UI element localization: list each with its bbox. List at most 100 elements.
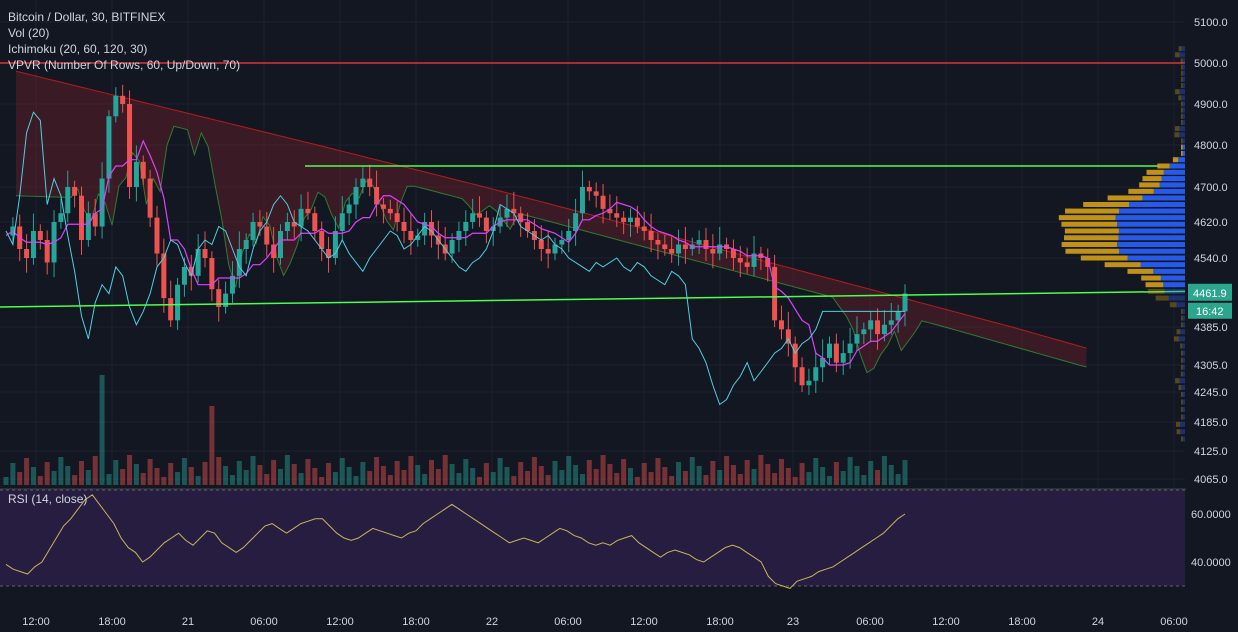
vpvr-up-8 [1179,378,1185,384]
time-tick-10: 23 [787,616,799,628]
price-tick-2: 4900.0 [1194,99,1228,111]
vpvr-up-19 [1176,302,1185,308]
legend-symbol[interactable]: Bitcoin / Dollar, 30, BITFINEX [8,10,166,24]
candle-body-89 [614,213,620,218]
vpvr-up-42 [1182,150,1185,156]
volume-bar-57 [394,461,400,485]
vpvr-down-15 [1176,329,1181,335]
vpvr-up-25 [1140,262,1185,268]
candle-body-103 [710,249,716,254]
volume-bar-59 [408,456,414,485]
candle-body-86 [593,191,599,196]
volume-bar-81 [559,470,565,485]
volume-bar-36 [250,456,256,485]
vpvr-up-6 [1182,392,1185,397]
vpvr-up-0 [1182,436,1185,442]
volume-bar-30 [209,406,215,485]
candle-body-111 [765,258,771,267]
volume-bar-23 [161,477,167,485]
vpvr-up-22 [1163,282,1185,288]
drawn-lines[interactable] [0,62,1186,406]
volume-bar-0 [3,477,9,485]
vpvr-down-12 [1181,350,1183,356]
vpvr-up-15 [1180,329,1185,335]
vpvr-down-3 [1181,414,1183,420]
vpvr-down-7 [1178,385,1182,390]
legend-ichimoku[interactable]: Ichimoku (20, 60, 120, 30) [8,42,148,56]
volume-bar-5 [37,476,43,485]
legend-vpvr[interactable]: VPVR (Number Of Rows, 60, Up/Down, 70) [8,58,241,72]
candle-body-95 [655,240,661,245]
vpvr-up-7 [1181,385,1185,390]
volume-bar-27 [188,467,194,485]
chart-legend: Bitcoin / Dollar, 30, BITFINEX Vol (20) … [8,9,240,73]
volume-bar-130 [895,474,901,485]
vpvr-down-20 [1155,295,1169,301]
vpvr-down-10 [1181,364,1183,370]
rsi-tick-0: 60.0000 [1191,509,1231,521]
volume-bar-83 [573,465,579,485]
candle-body-127 [875,320,881,335]
vpvr-up-30 [1118,228,1185,234]
price-tick-0: 5100.0 [1194,17,1228,29]
volume-bar-62 [428,460,434,485]
rsi-label[interactable]: RSI (14, close) [8,492,88,506]
candle-body-15 [106,116,112,179]
volume-bar-102 [703,475,709,485]
candle-body-97 [669,249,675,254]
candle-body-124 [854,334,860,344]
candle-body-121 [833,343,839,363]
rsi-tick-1: 40.0000 [1191,557,1231,569]
volume-bars [3,375,908,485]
volume-bar-10 [72,475,78,485]
vpvr-down-52 [1175,89,1180,95]
candle-body-57 [394,213,400,222]
vpvr-up-40 [1169,163,1185,169]
volume-bar-41 [284,455,290,485]
vpvr-up-35 [1142,195,1185,201]
volume-bar-28 [195,476,201,485]
candle-body-8 [58,213,64,222]
vpvr-down-17 [1181,315,1183,321]
volume-bar-11 [78,461,84,485]
candle-body-102 [703,240,709,249]
candle-body-61 [422,222,428,236]
vpvr-down-11 [1181,357,1183,363]
volume-bar-45 [312,468,318,485]
vpvr-up-14 [1178,336,1185,342]
volume-bar-111 [765,464,771,485]
vpvr-down-14 [1173,336,1179,342]
candle-body-126 [868,320,874,330]
candle-body-50 [346,204,352,214]
volume-bar-79 [545,475,551,485]
price-tick-8: 4305.0 [1194,360,1228,372]
candle-body-47 [326,249,332,258]
volume-bar-106 [730,465,736,485]
candle-body-24 [168,298,174,321]
time-tick-2: 21 [182,616,194,628]
volume-bar-7 [51,471,57,485]
vpvr-down-18 [1181,308,1183,314]
volume-bar-3 [24,458,30,485]
vpvr-down-58 [1175,52,1180,58]
candle-body-96 [662,244,668,249]
volume-bar-115 [792,477,798,485]
price-tick-12: 4065.0 [1194,474,1228,486]
vpvr-down-16 [1181,322,1183,328]
vpvr-down-55 [1181,70,1183,76]
legend-volume[interactable]: Vol (20) [8,26,50,40]
candle-body-115 [792,343,798,368]
candle-body-49 [339,213,345,231]
vpvr-up-48 [1182,113,1185,119]
candle-body-12 [85,213,91,240]
vpvr-up-44 [1182,138,1185,144]
candle-body-94 [648,231,654,240]
vpvr-up-17 [1182,315,1185,321]
candle-body-20 [140,161,146,179]
volume-bar-51 [353,476,359,485]
candle-body-109 [751,253,757,267]
candle-body-76 [525,222,531,231]
volume-bar-88 [607,464,613,485]
cloud-upper [15,70,1087,349]
